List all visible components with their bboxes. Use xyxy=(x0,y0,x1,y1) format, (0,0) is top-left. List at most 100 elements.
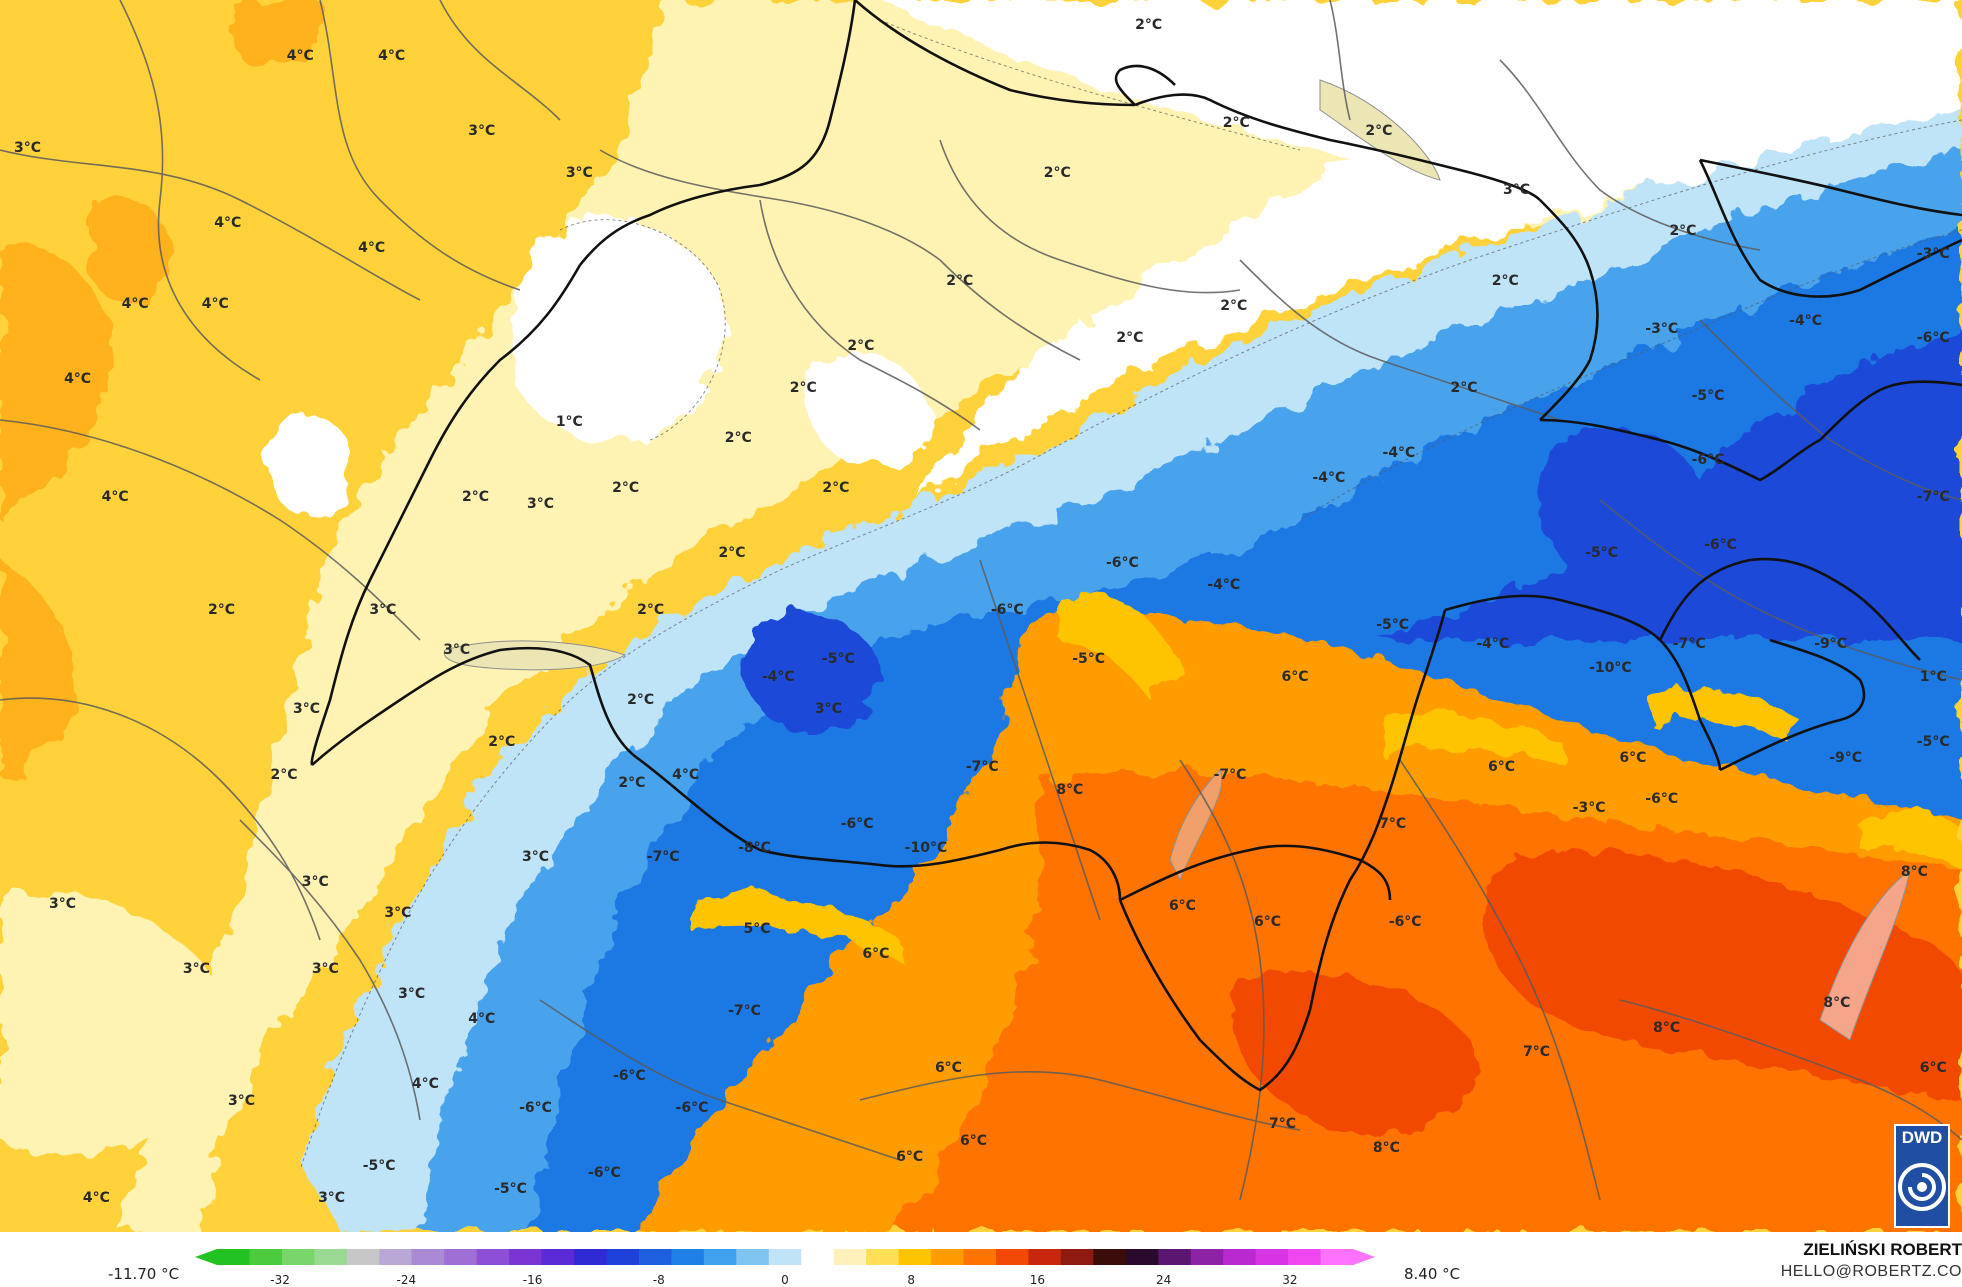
temperature-label: -5°C xyxy=(362,1157,396,1174)
temperature-label: -5°C xyxy=(1072,651,1106,668)
legend-min-value: -11.70 °C xyxy=(108,1265,180,1283)
temperature-label: -6°C xyxy=(1105,554,1139,571)
temperature-label: 4°C xyxy=(358,239,386,256)
dwd-swirl-icon xyxy=(1898,1163,1946,1211)
colorbar-tick-label: -8 xyxy=(652,1273,665,1287)
temperature-label: -6°C xyxy=(587,1165,621,1182)
temperature-label: 5°C xyxy=(743,921,771,938)
colorbar-swatch xyxy=(249,1249,283,1265)
temperature-label: 2°C xyxy=(1116,329,1144,346)
temperature-label: 3°C xyxy=(384,905,412,922)
temperature-label: -5°C xyxy=(1376,617,1410,634)
colorbar-swatch xyxy=(703,1249,737,1265)
temperature-label: 2°C xyxy=(270,767,298,784)
dwd-logo-text: DWD xyxy=(1901,1128,1943,1147)
temperature-label: -10°C xyxy=(904,840,948,857)
temperature-label: -6°C xyxy=(990,602,1024,619)
colorbar-tick-label: 32 xyxy=(1282,1273,1298,1287)
temperature-label: 6°C xyxy=(896,1148,924,1165)
temperature-label: -7°C xyxy=(965,758,999,775)
colorbar-swatch xyxy=(574,1249,608,1265)
temperature-label: 3°C xyxy=(468,123,496,140)
temperature-label: 2°C xyxy=(488,733,516,750)
temperature-label: 4°C xyxy=(82,1190,110,1207)
temperature-label: 3°C xyxy=(293,701,321,718)
temperature-label: 1°C xyxy=(1919,668,1947,685)
colorbar-swatch xyxy=(833,1249,867,1265)
dwd-logo: DWD xyxy=(1894,1124,1950,1228)
temperature-label: -6°C xyxy=(612,1067,646,1084)
temperature-label: -3°C xyxy=(1916,245,1950,262)
colorbar-swatch xyxy=(1223,1249,1257,1265)
colorbar-swatch xyxy=(346,1249,380,1265)
temperature-label: 7°C xyxy=(1269,1116,1297,1133)
legend-max-value: 8.40 °C xyxy=(1404,1265,1461,1283)
temperature-label: 3°C xyxy=(443,642,471,659)
temperature-label: 2°C xyxy=(461,488,489,505)
temperature-label: 6°C xyxy=(934,1060,962,1077)
temperature-label: 1°C xyxy=(555,413,583,430)
national-borders xyxy=(310,0,1962,1092)
temperature-label: -6°C xyxy=(1691,452,1725,469)
colorbar-swatch xyxy=(963,1249,997,1265)
colorbar-swatch xyxy=(1028,1249,1062,1265)
colorbar-swatch xyxy=(1190,1249,1224,1265)
temperature-label: 6°C xyxy=(1281,668,1309,685)
temperature-label: -7°C xyxy=(728,1002,761,1019)
temperature-label: 3°C xyxy=(398,986,426,1003)
temperature-label: 2°C xyxy=(789,379,817,396)
temperature-label: 2°C xyxy=(946,273,974,290)
temperature-label: -6°C xyxy=(1645,791,1679,808)
author-email: HELLO@ROBERTZ.CO xyxy=(1780,1263,1962,1280)
temperature-label: 8°C xyxy=(1823,995,1851,1012)
temperature-label: 2°C xyxy=(1220,298,1248,315)
colorbar-tick-label: 16 xyxy=(1029,1273,1046,1287)
temperature-label: 4°C xyxy=(101,488,129,505)
colorbar-swatch xyxy=(866,1249,900,1265)
temperature-label: -4°C xyxy=(1207,577,1241,594)
temperature-label: 2°C xyxy=(612,479,640,496)
colorbar-swatch xyxy=(931,1249,965,1265)
temperature-label: 3°C xyxy=(49,896,77,913)
temperature-label: -6°C xyxy=(675,1100,709,1117)
colorbar-low-arrow xyxy=(195,1249,217,1265)
colorbar-tick-label: -24 xyxy=(396,1273,417,1287)
temperature-label: 8°C xyxy=(1372,1140,1400,1157)
temperature-label: 3°C xyxy=(301,873,329,890)
temperature-label: -3°C xyxy=(1572,799,1606,816)
temperature-label: 4°C xyxy=(121,295,149,312)
colorbar-swatch xyxy=(509,1249,543,1265)
temperature-label: -5°C xyxy=(494,1181,527,1198)
temperature-label: 2°C xyxy=(618,774,646,791)
temperature-label: 7°C xyxy=(1379,816,1407,833)
temperature-label: 6°C xyxy=(862,946,890,963)
colorbar-swatch xyxy=(476,1249,510,1265)
temperature-label: 2°C xyxy=(718,544,746,561)
temperature-label: 3°C xyxy=(14,139,42,156)
temperature-label: -4°C xyxy=(1312,469,1346,486)
temperature-label: 8°C xyxy=(1056,782,1084,799)
colorbar-tick-label: -32 xyxy=(270,1273,290,1287)
temperature-label: 6°C xyxy=(1168,897,1196,914)
colorbar-swatch xyxy=(217,1249,251,1265)
lakes xyxy=(443,79,1911,1041)
colorbar-swatch xyxy=(541,1249,575,1265)
colorbar-swatch xyxy=(314,1249,348,1265)
colorbar-swatch xyxy=(638,1249,672,1265)
temperature-label: 2°C xyxy=(627,692,655,709)
colorbar-swatch xyxy=(1320,1249,1354,1265)
temperature-label: -5°C xyxy=(1916,733,1950,750)
colorbar-tick-label: 8 xyxy=(907,1273,916,1287)
temperature-label: 4°C xyxy=(214,214,242,231)
temperature-label: 2°C xyxy=(207,602,235,619)
temperature-label: 4°C xyxy=(286,48,314,65)
temperature-label: -6°C xyxy=(1704,537,1737,554)
colorbar-swatch xyxy=(444,1249,478,1265)
colorbar-swatch xyxy=(1125,1249,1159,1265)
temperature-label: 3°C xyxy=(522,848,550,865)
temperature-label: 4°C xyxy=(378,48,406,65)
temperature-label: 4°C xyxy=(411,1076,439,1093)
temperature-label: -4°C xyxy=(761,668,795,685)
temperature-label: -10°C xyxy=(1589,659,1632,676)
temperature-label: -9°C xyxy=(1814,636,1848,653)
